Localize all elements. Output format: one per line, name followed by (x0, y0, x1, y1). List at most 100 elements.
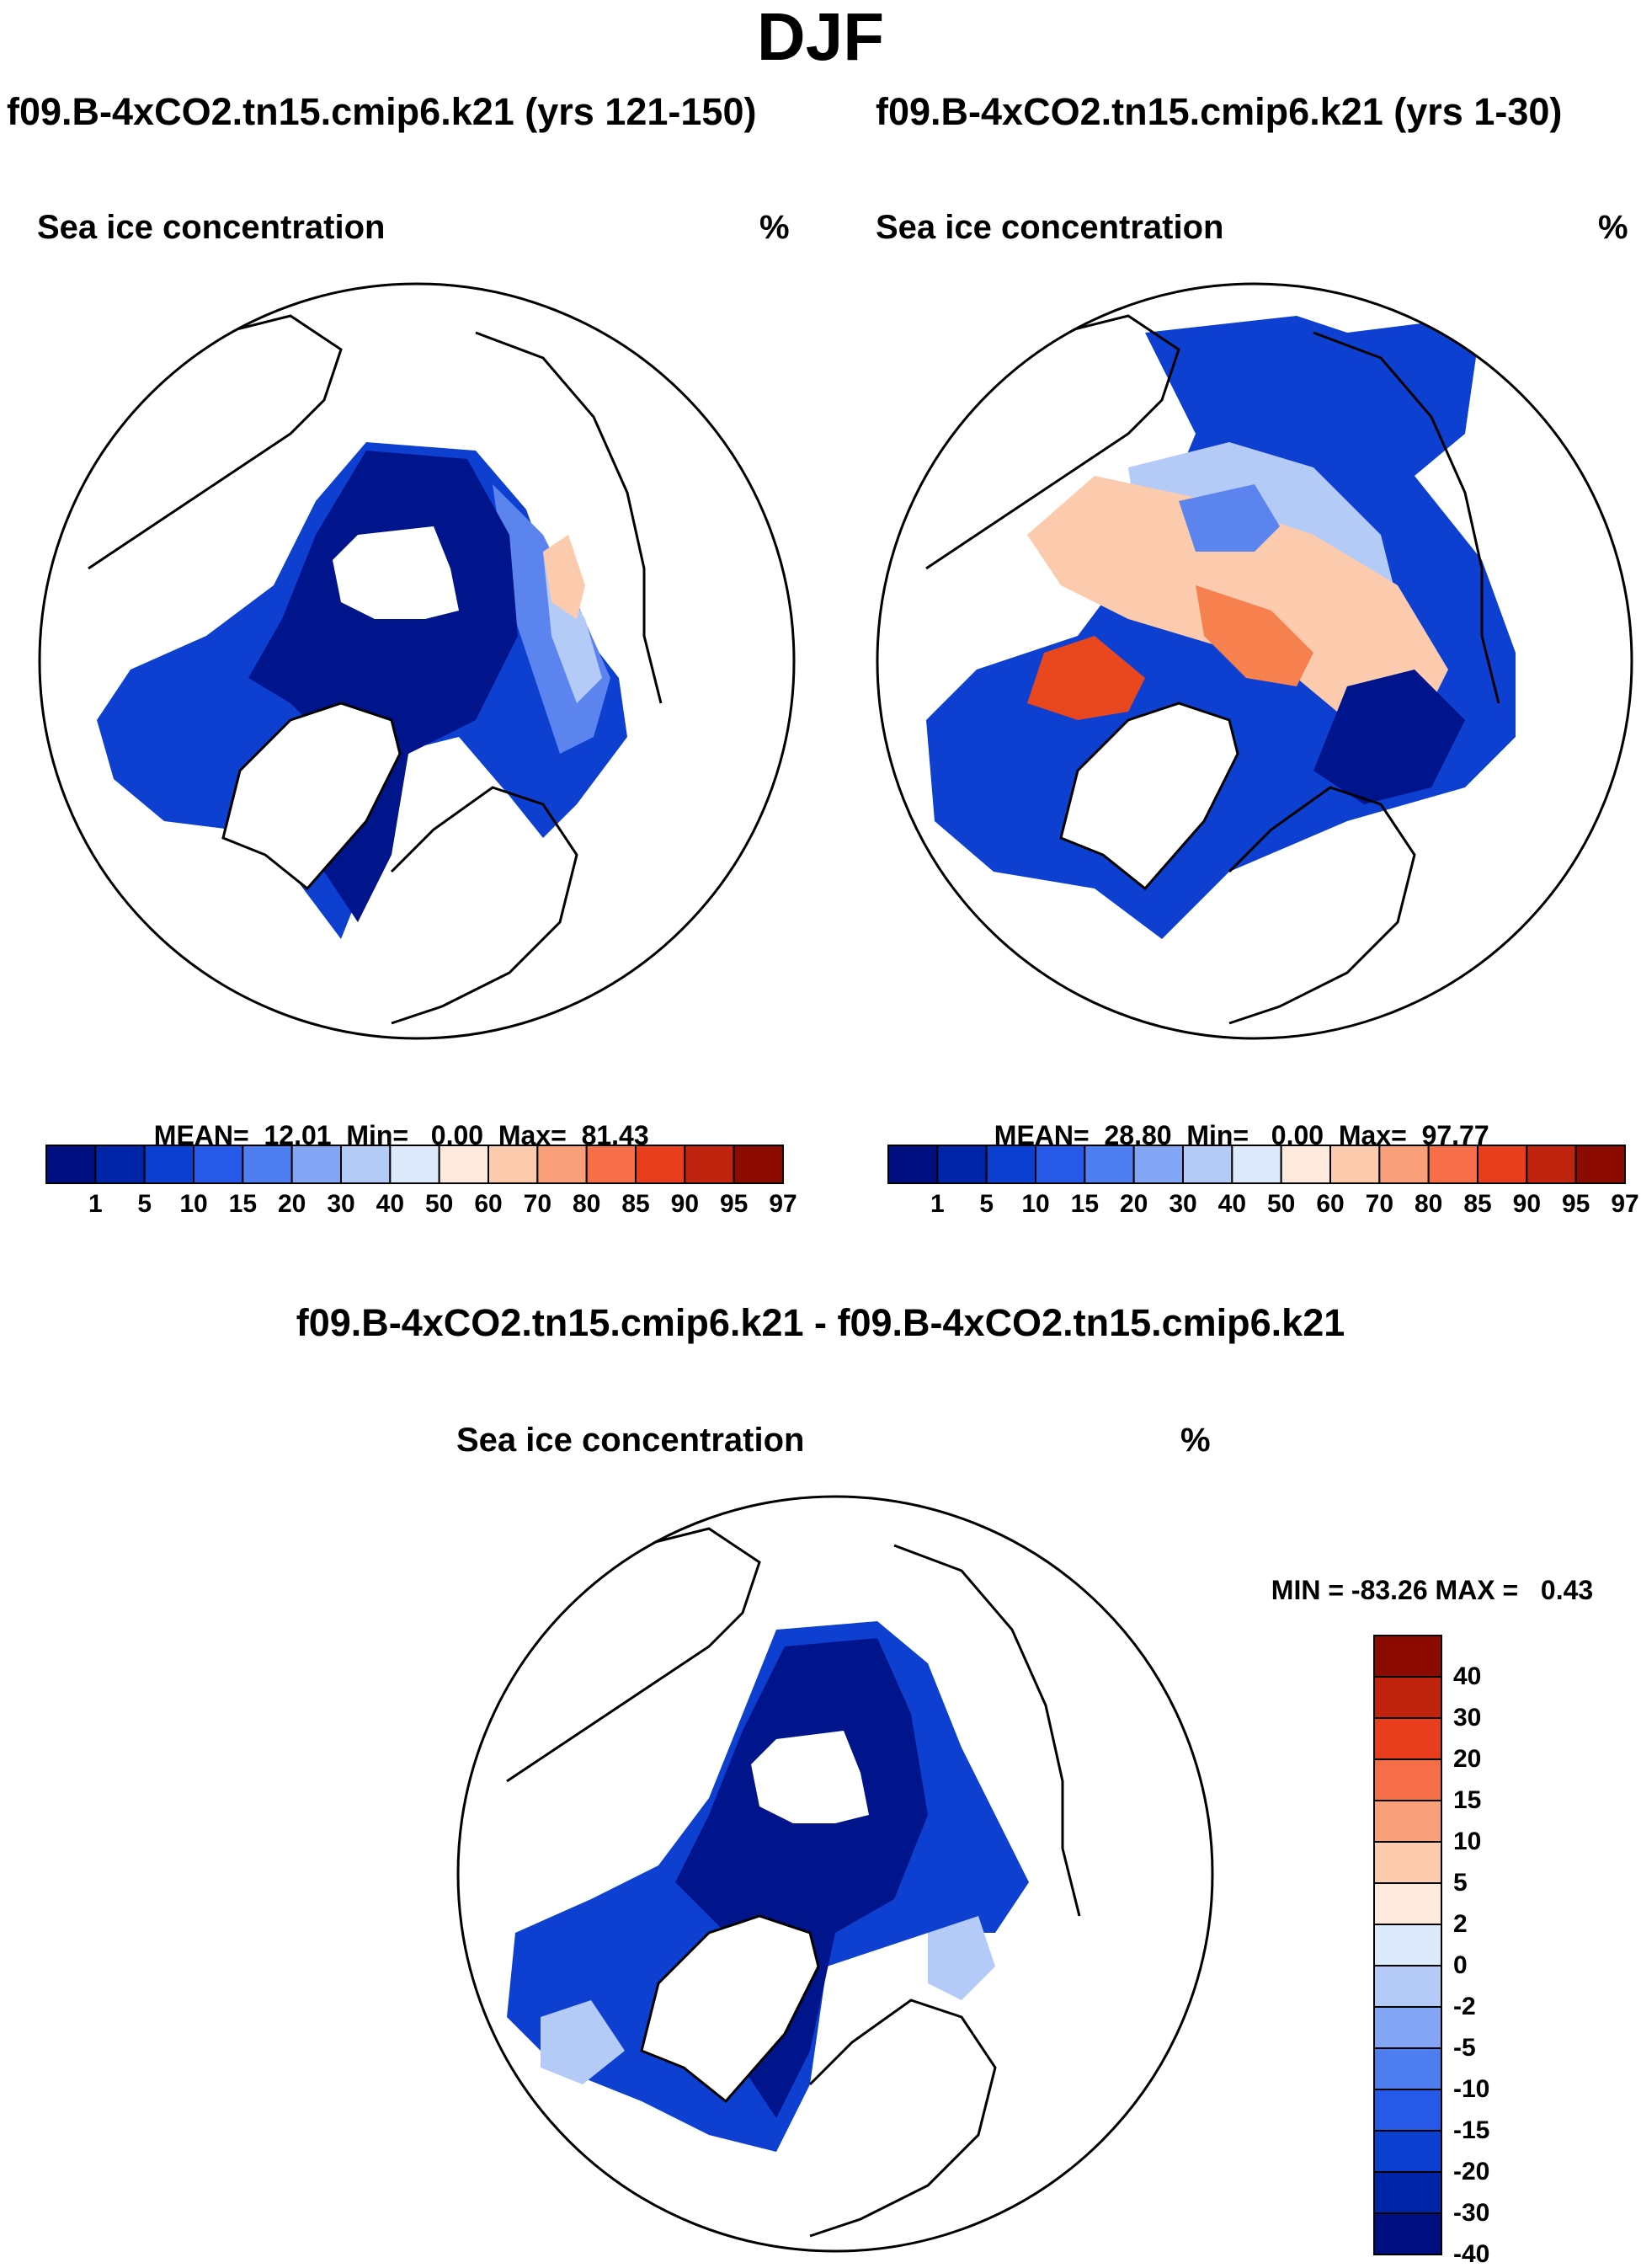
diff-run-title: f09.B-4xCO2.tn15.cmip6.k21 - f09.B-4xCO2… (296, 1301, 1345, 1344)
right-ice-field-deep-east (1313, 670, 1465, 804)
left-greenland (221, 702, 402, 891)
colorbar-tick-label: 30 (1453, 1704, 1482, 1732)
left-max-value: 81.43 (581, 1120, 649, 1150)
right-min-value: 0.00 (1271, 1120, 1324, 1150)
diff-ice-field-deep (675, 1638, 928, 2118)
colorbar-swatch (1373, 2089, 1442, 2132)
colorbar-swatch (1373, 2047, 1442, 2090)
diff-stats-line: MIN = -83.26 MAX = 0.43 (1256, 1550, 1593, 1604)
right-greenland (1059, 702, 1239, 891)
colorbar-tick-label: 95 (1561, 1190, 1590, 1218)
diff-units-label: % (1180, 1422, 1211, 1459)
colorbar-swatch (1231, 1145, 1282, 1184)
left-coastline-eurasia (390, 786, 578, 1025)
left-stats-line: MEAN= 12.01 Min= 0.00 Max= 81.43 (139, 1095, 649, 1149)
colorbar-tick-label: 97 (769, 1190, 797, 1218)
colorbar-tick-label: 85 (1463, 1190, 1492, 1218)
colorbar-tick-label: 90 (1512, 1190, 1542, 1218)
colorbar-swatch (1373, 1635, 1442, 1678)
right-colorbar (887, 1145, 1627, 1184)
colorbar-swatch (1132, 1145, 1184, 1184)
right-polar-map (876, 282, 1633, 1040)
colorbar-swatch (1182, 1145, 1233, 1184)
colorbar-tick-label: 97 (1611, 1190, 1639, 1218)
right-min-label: Min= (1186, 1120, 1249, 1150)
colorbar-tick-label: 10 (179, 1190, 208, 1218)
colorbar-swatch (733, 1145, 785, 1184)
colorbar-tick-label: 15 (228, 1190, 258, 1218)
colorbar-swatch (1084, 1145, 1135, 1184)
colorbar-tick-label: 70 (1365, 1190, 1394, 1218)
right-units-label: % (1598, 209, 1628, 246)
colorbar-swatch (1373, 2171, 1442, 2214)
colorbar-swatch (585, 1145, 637, 1184)
colorbar-tick-label: -15 (1453, 2116, 1490, 2144)
colorbar-swatch (143, 1145, 194, 1184)
colorbar-tick-label: -2 (1453, 1993, 1476, 2020)
right-mean-label: MEAN= (994, 1120, 1090, 1150)
left-mean-value: 12.01 (264, 1120, 332, 1150)
colorbar-tick-label: 60 (1316, 1190, 1345, 1218)
colorbar-swatch (1373, 1924, 1442, 1966)
colorbar-tick-label: 20 (1453, 1745, 1482, 1773)
diff-max-label: MAX = (1435, 1575, 1519, 1605)
colorbar-swatch (1373, 2212, 1442, 2255)
diff-polar-map (456, 1495, 1214, 2253)
colorbar-tick-label: 70 (523, 1190, 552, 1218)
right-panel-run-title: f09.B-4xCO2.tn15.cmip6.k21 (yrs 1-30) (876, 90, 1563, 133)
colorbar-tick-label: 95 (719, 1190, 749, 1218)
colorbar-tick-label: 20 (1119, 1190, 1148, 1218)
colorbar-tick-label: 5 (979, 1190, 994, 1218)
colorbar-tick-label: 10 (1021, 1190, 1050, 1218)
colorbar-tick-label: 90 (670, 1190, 700, 1218)
left-ice-field-warm (543, 535, 585, 619)
diff-greenland (640, 1914, 820, 2104)
diff-colorbar (1373, 1635, 1442, 2255)
right-coastline-eurasia (1228, 786, 1416, 1025)
colorbar-tick-label: 85 (621, 1190, 650, 1218)
colorbar-tick-label: 1 (930, 1190, 945, 1218)
left-coastline-siberia (475, 331, 663, 704)
colorbar-tick-label: 1 (88, 1190, 103, 1218)
colorbar-tick-label: 80 (572, 1190, 601, 1218)
colorbar-swatch (1427, 1145, 1479, 1184)
colorbar-tick-label: 60 (474, 1190, 503, 1218)
right-coastline-siberia (1313, 331, 1500, 704)
colorbar-swatch (389, 1145, 440, 1184)
colorbar-tick-label: 40 (1217, 1190, 1247, 1218)
colorbar-tick-label: 0 (1453, 1951, 1468, 1979)
colorbar-swatch (1373, 1717, 1442, 1760)
colorbar-swatch (193, 1145, 244, 1184)
left-polar-map (38, 282, 796, 1040)
diff-min-label: MIN = (1271, 1575, 1345, 1605)
colorbar-swatch (242, 1145, 293, 1184)
colorbar-tick-label: -20 (1453, 2158, 1490, 2185)
colorbar-tick-label: 30 (327, 1190, 355, 1218)
left-variable-label: Sea ice concentration (37, 209, 386, 246)
colorbar-tick-label: 15 (1453, 1786, 1482, 1814)
colorbar-swatch (985, 1145, 1036, 1184)
colorbar-swatch (936, 1145, 988, 1184)
right-ice-field-light-center (1179, 484, 1280, 552)
colorbar-swatch (1373, 1758, 1442, 1801)
colorbar-swatch (1280, 1145, 1331, 1184)
colorbar-swatch (1373, 1800, 1442, 1843)
colorbar-swatch (1329, 1145, 1381, 1184)
diff-max-value: 0.43 (1540, 1575, 1594, 1605)
colorbar-tick-label: -5 (1453, 2034, 1476, 2062)
colorbar-swatch (1373, 1841, 1442, 1884)
left-open-water-patch (333, 526, 459, 619)
colorbar-tick-label: 40 (376, 1190, 405, 1218)
colorbar-tick-label: 5 (1453, 1869, 1468, 1897)
colorbar-swatch (340, 1145, 392, 1184)
colorbar-swatch (290, 1145, 342, 1184)
colorbar-swatch (887, 1145, 939, 1184)
colorbar-swatch (1378, 1145, 1430, 1184)
figure-season-title: DJF (756, 0, 885, 74)
colorbar-swatch (1373, 2006, 1442, 2049)
right-max-label: Max= (1338, 1120, 1407, 1150)
colorbar-tick-label: 50 (1266, 1190, 1296, 1218)
colorbar-tick-label: 5 (137, 1190, 152, 1218)
right-coastline-north-america (925, 314, 1180, 570)
colorbar-swatch (536, 1145, 588, 1184)
